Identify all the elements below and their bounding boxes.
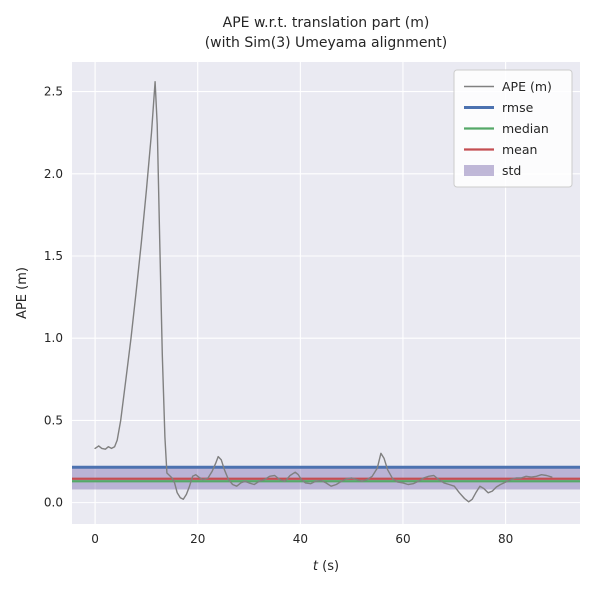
x-axis-label: t (s): [313, 559, 339, 574]
chart-title: APE w.r.t. translation part (m) (with Si…: [52, 13, 600, 53]
legend-sample-std: [464, 165, 494, 176]
x-axis-tick-label: 60: [395, 532, 410, 546]
legend: APE (m) rmse median mean std: [453, 69, 573, 188]
legend-entry-label: median: [502, 121, 549, 136]
x-axis-tick-label: 40: [293, 532, 308, 546]
y-axis-tick-label: 2.5: [44, 85, 63, 99]
y-axis-tick-label: 2.0: [44, 167, 63, 181]
y-axis-tick-label: 0.5: [44, 413, 63, 427]
chart-title-line2: (with Sim(3) Umeyama alignment): [204, 35, 448, 51]
y-axis-tick-label: 0.0: [44, 496, 63, 510]
grid: [72, 62, 580, 524]
legend-entry-label: APE (m): [502, 79, 552, 94]
ape-line: [94, 80, 553, 503]
chart-title-line1: APE w.r.t. translation part (m): [222, 15, 430, 31]
y-axis-label: APE (m): [15, 267, 30, 319]
legend-entry-label: std: [502, 163, 521, 178]
x-axis-tick-label: 20: [190, 532, 205, 546]
y-axis-tick-label: 1.0: [44, 331, 63, 345]
legend-entry-label: mean: [502, 142, 537, 157]
y-axis-tick-label: 1.5: [44, 249, 63, 263]
x-axis-tick-label: 80: [498, 532, 513, 546]
legend-entry-label: rmse: [502, 100, 534, 115]
legend-box: [453, 69, 573, 188]
x-axis-tick-label: 0: [91, 532, 99, 546]
